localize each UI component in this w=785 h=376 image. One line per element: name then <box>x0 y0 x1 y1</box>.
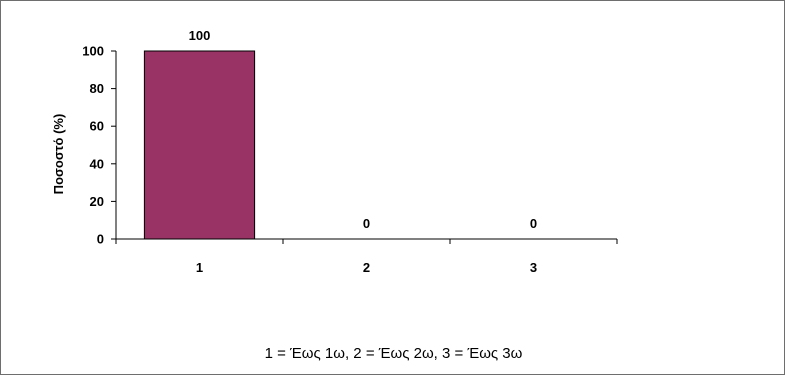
bars <box>143 50 256 240</box>
data-label-3: 0 <box>530 216 537 231</box>
data-label-1: 100 <box>189 28 211 43</box>
y-axis: 0 20 40 60 80 100 <box>82 44 117 247</box>
y-tick-label: 60 <box>90 119 104 134</box>
y-axis-title: Ποσοστό (%) <box>51 114 66 195</box>
x-tick-label: 3 <box>530 260 537 275</box>
data-label-2: 0 <box>363 216 370 231</box>
x-tick-label: 1 <box>196 260 203 275</box>
data-labels: 100 0 0 <box>189 28 537 231</box>
x-tick-label: 2 <box>363 260 370 275</box>
y-tick-label: 20 <box>90 194 104 209</box>
category-legend-caption: 1 = Έως 1ω, 2 = Έως 2ω, 3 = Έως 3ω <box>264 345 523 362</box>
y-tick-label: 80 <box>90 81 104 96</box>
x-axis: 1 2 3 <box>115 238 618 275</box>
y-tick-label: 100 <box>82 44 104 59</box>
y-tick-label: 40 <box>90 156 104 171</box>
y-tick-label: 0 <box>97 232 104 247</box>
bar-1 <box>143 50 256 240</box>
